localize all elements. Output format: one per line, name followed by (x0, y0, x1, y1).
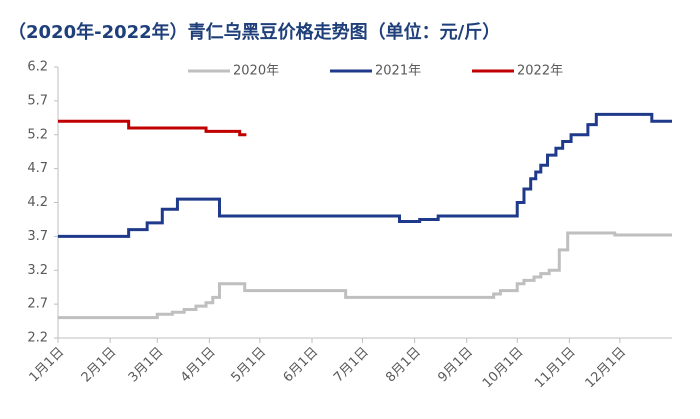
x-tick-label: 10月1日 (480, 345, 527, 392)
x-tick-label: 9月1日 (435, 345, 476, 386)
x-tick-label: 12月1日 (583, 345, 630, 392)
y-tick-label: 2.2 (27, 331, 48, 346)
y-tick-label: 2.7 (27, 297, 48, 312)
x-tick-label: 8月1日 (383, 345, 424, 386)
y-tick-label: 3.7 (27, 229, 48, 244)
y-tick-label: 4.2 (27, 195, 48, 210)
x-tick-label: 6月1日 (281, 345, 322, 386)
legend-label: 2020年 (233, 64, 279, 79)
x-tick-label: 11月1日 (532, 345, 579, 392)
series-line (58, 112, 672, 238)
series-line (58, 231, 672, 320)
x-tick-label: 4月1日 (178, 345, 219, 386)
x-tick-label: 5月1日 (228, 345, 269, 386)
y-tick-label: 3.2 (27, 263, 48, 278)
chart-title: （2020年-2022年）青仁乌黑豆价格走势图（单位：元/斤） (8, 21, 500, 43)
x-tick-label: 7月1日 (331, 345, 372, 386)
x-tick-label: 2月1日 (79, 345, 120, 386)
series-line (58, 119, 247, 137)
x-tick-label: 1月1日 (27, 345, 68, 386)
y-tick-label: 6.2 (27, 60, 48, 75)
y-tick-label: 5.7 (27, 93, 48, 108)
legend-label: 2022年 (517, 64, 563, 79)
legend-label: 2021年 (375, 64, 421, 79)
y-tick-label: 5.2 (27, 127, 48, 142)
x-tick-label: 3月1日 (126, 345, 167, 386)
y-tick-label: 4.7 (27, 161, 48, 176)
